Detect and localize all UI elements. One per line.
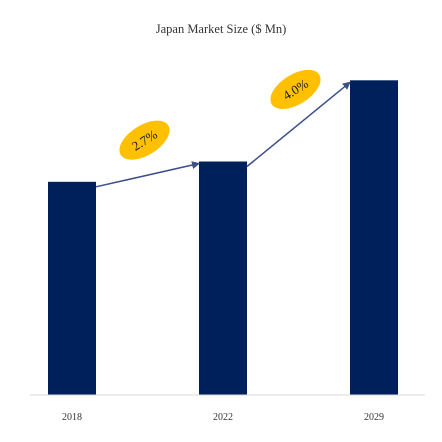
chart-title: Japan Market Size ($ Mn): [156, 22, 287, 36]
bar-2018: [48, 181, 96, 395]
bar-2029: [350, 80, 398, 395]
x-tick-2022: 2022: [213, 412, 233, 423]
x-tick-labels: 2018 2022 2029: [62, 412, 384, 423]
cagr-annotations: 2.7% 4.0%: [95, 69, 351, 188]
cagr-badge-1: 2.7%: [119, 120, 170, 160]
cagr-arrow-1: [95, 161, 200, 188]
cagr-ellipse-2: [270, 69, 321, 109]
bar-2022: [199, 161, 247, 395]
cagr-badge-2: 4.0%: [270, 69, 321, 109]
bars-group: [48, 80, 398, 395]
cagr-arrow-2: [246, 81, 351, 168]
x-tick-2018: 2018: [62, 412, 82, 423]
cagr-ellipse-1: [119, 120, 170, 160]
x-tick-2029: 2029: [364, 412, 384, 423]
